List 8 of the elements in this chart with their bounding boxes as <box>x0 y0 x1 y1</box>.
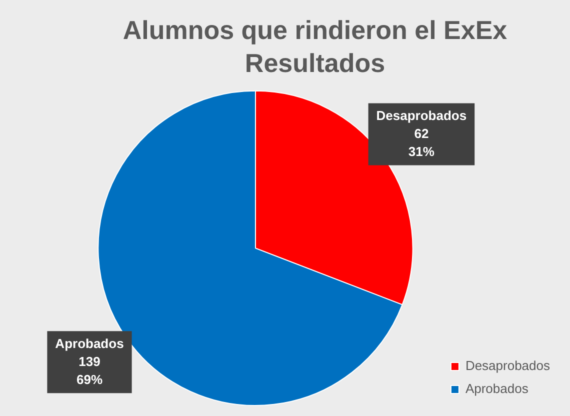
data-label: 62 31% <box>408 126 435 159</box>
slice-label: Aprobados <box>55 336 124 351</box>
legend-label: Desaprobados <box>465 358 550 374</box>
chart-title: Alumnos que rindieron el ExEx <box>122 14 508 45</box>
data-label: 139 69% <box>76 354 103 387</box>
chart-subtitle: Resultados <box>244 48 386 78</box>
slice-label: Desaprobados <box>376 108 467 123</box>
legend-label: Aprobados <box>465 381 529 396</box>
